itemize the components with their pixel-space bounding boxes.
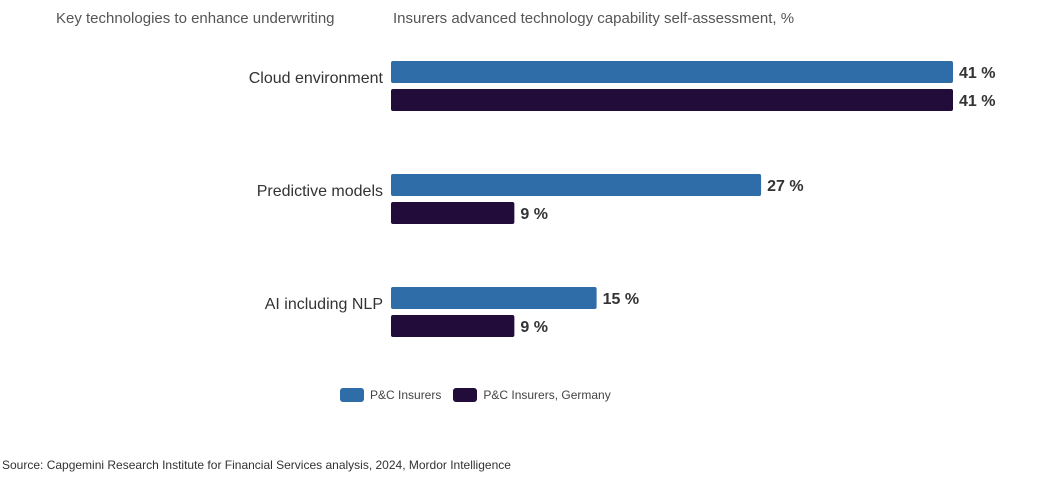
value-label-ai-including-nlp-series-0: 15 % xyxy=(603,291,639,308)
bar-ai-including-nlp-series-0 xyxy=(391,287,597,309)
value-label-ai-including-nlp-series-1: 9 % xyxy=(520,319,548,336)
legend-label-pc-insurers: P&C Insurers xyxy=(370,388,442,402)
legend-item-pc-insurers-germany: P&C Insurers, Germany xyxy=(453,388,611,402)
value-label-cloud-environment-series-1: 41 % xyxy=(959,93,995,110)
value-label-cloud-environment-series-0: 41 % xyxy=(959,65,995,82)
legend-swatch-pc-insurers xyxy=(340,388,364,402)
bar-predictive-models-series-0 xyxy=(391,174,762,196)
legend-label-pc-insurers-germany: P&C Insurers, Germany xyxy=(483,388,611,402)
bar-ai-including-nlp-series-1 xyxy=(391,315,515,337)
bar-cloud-environment-series-1 xyxy=(391,89,953,111)
left-heading: Key technologies to enhance underwriting xyxy=(56,10,335,27)
category-label-predictive-models: Predictive models xyxy=(257,183,383,200)
value-label-predictive-models-series-1: 9 % xyxy=(520,206,548,223)
category-label-cloud-environment: Cloud environment xyxy=(249,70,384,87)
bar-predictive-models-series-1 xyxy=(391,202,515,224)
legend: P&C Insurers P&C Insurers, Germany xyxy=(340,388,611,402)
value-label-predictive-models-series-0: 27 % xyxy=(767,178,803,195)
legend-swatch-pc-insurers-germany xyxy=(453,388,478,402)
chart-title: Insurers advanced technology capability … xyxy=(393,10,795,27)
bar-cloud-environment-series-0 xyxy=(391,61,953,83)
category-label-ai-including-nlp: AI including NLP xyxy=(265,296,383,313)
source-note: Source: Capgemini Research Institute for… xyxy=(2,458,511,472)
legend-item-pc-insurers: P&C Insurers xyxy=(340,388,441,402)
